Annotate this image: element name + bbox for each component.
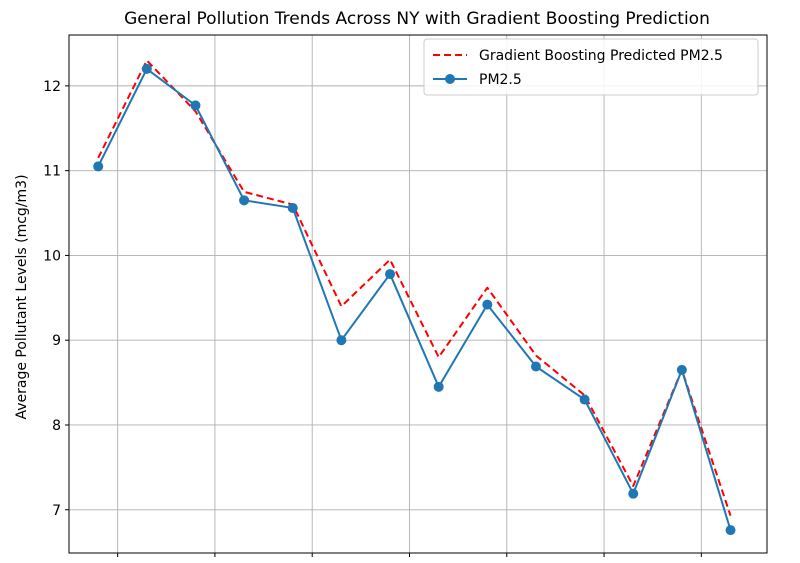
y-tick-label: 10 (43, 248, 61, 264)
series-line-0 (97, 59, 732, 517)
data-point (628, 488, 639, 499)
data-point (190, 100, 201, 111)
data-point (482, 299, 493, 310)
chart-title: General Pollution Trends Across NY with … (124, 9, 710, 29)
data-point (676, 364, 687, 375)
legend-label: Gradient Boosting Predicted PM2.5 (479, 48, 723, 64)
data-point (385, 269, 396, 280)
series-layer (93, 59, 736, 536)
y-tick-label: 7 (52, 503, 61, 519)
data-point (287, 202, 298, 213)
y-tick-label: 11 (43, 164, 61, 180)
y-tick-label: 8 (52, 418, 61, 434)
y-tick-label: 12 (43, 79, 61, 95)
legend-label: PM2.5 (479, 72, 522, 88)
data-point (579, 394, 590, 405)
legend-box (423, 38, 759, 96)
axis-ticks: 7 8 9 10 11 12 (43, 79, 702, 557)
data-point (433, 381, 444, 392)
data-point (141, 63, 152, 74)
y-tick-label: 9 (52, 333, 61, 349)
data-point (93, 161, 104, 172)
legend: Gradient Boosting Predicted PM2.5 PM2.5 (423, 38, 759, 96)
data-point (239, 195, 250, 206)
data-point (725, 525, 736, 536)
data-point (336, 335, 347, 346)
legend-marker (445, 74, 455, 84)
series-line-1 (97, 67, 732, 531)
grid (69, 35, 767, 553)
plot-frame (68, 34, 768, 554)
data-point (530, 361, 541, 372)
y-axis-label: Average Pollutant Levels (mcg/m3) (14, 174, 30, 419)
